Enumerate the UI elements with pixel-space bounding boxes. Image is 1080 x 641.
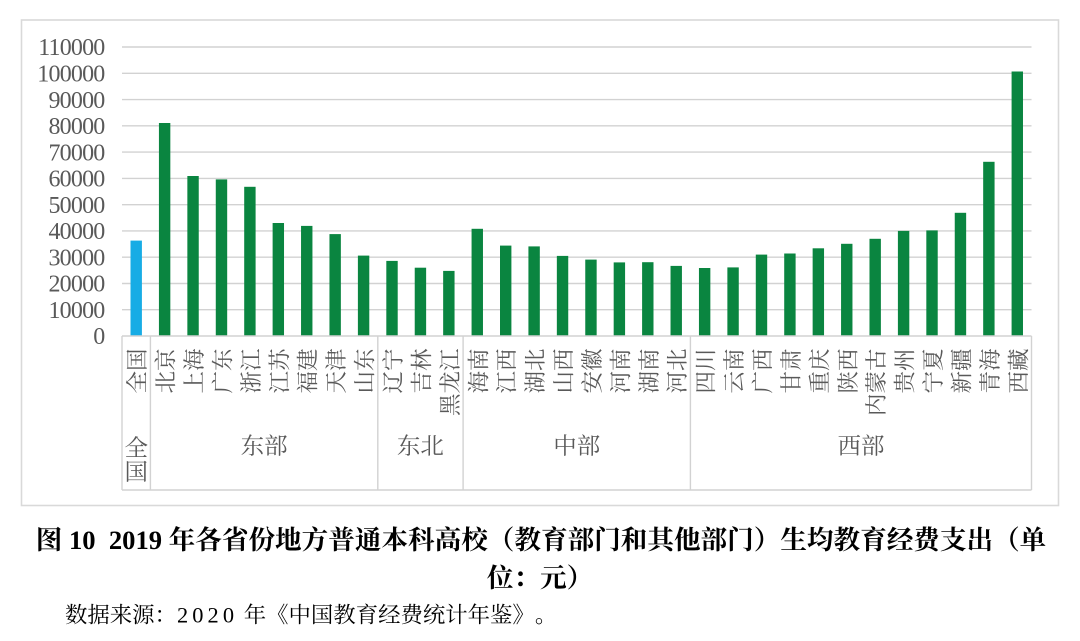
svg-text:吉林: 吉林 — [409, 348, 434, 394]
svg-text:河北: 河北 — [665, 349, 690, 394]
svg-text:广东: 广东 — [211, 349, 236, 394]
svg-text:甘肃: 甘肃 — [779, 349, 804, 394]
svg-text:数据来源：2020 年《中国教育经费统计年鉴》。: 数据来源：2020 年《中国教育经费统计年鉴》。 — [65, 603, 557, 628]
svg-text:50000: 50000 — [48, 193, 105, 219]
svg-text:中部: 中部 — [553, 434, 600, 460]
svg-text:广西: 广西 — [751, 349, 776, 394]
svg-text:宁夏: 宁夏 — [921, 349, 946, 394]
svg-text:新疆: 新疆 — [949, 349, 974, 394]
svg-text:国: 国 — [124, 460, 148, 486]
svg-text:四川: 四川 — [694, 349, 719, 394]
svg-text:全国: 全国 — [125, 349, 150, 394]
svg-text:重庆: 重庆 — [807, 349, 832, 394]
svg-text:河南: 河南 — [608, 349, 633, 394]
svg-text:东部: 东部 — [241, 434, 288, 460]
svg-text:湖南: 湖南 — [637, 349, 662, 394]
svg-text:40000: 40000 — [48, 219, 105, 245]
svg-text:0: 0 — [93, 324, 105, 350]
svg-text:江西: 江西 — [495, 349, 520, 394]
svg-text:位：元）: 位：元） — [487, 563, 593, 593]
svg-text:90000: 90000 — [48, 88, 105, 114]
svg-text:云南: 云南 — [722, 349, 747, 394]
svg-text:内蒙古: 内蒙古 — [864, 349, 889, 417]
svg-text:100000: 100000 — [37, 62, 105, 88]
svg-text:陕西: 陕西 — [836, 349, 861, 394]
svg-text:全: 全 — [124, 436, 148, 462]
svg-text:70000: 70000 — [48, 140, 105, 166]
svg-text:图 10 2019 年各省份地方普通本科高校（教育部门和其: 图 10 2019 年各省份地方普通本科高校（教育部门和其他部门）生均教育经费支… — [36, 525, 1047, 555]
svg-text:20000: 20000 — [48, 272, 105, 298]
svg-text:辽宁: 辽宁 — [381, 349, 406, 394]
svg-text:青海: 青海 — [978, 348, 1003, 394]
svg-text:北京: 北京 — [154, 349, 179, 394]
svg-text:黑龙江: 黑龙江 — [438, 348, 463, 416]
svg-text:山西: 山西 — [552, 349, 577, 394]
svg-text:湖北: 湖北 — [523, 349, 548, 394]
svg-text:上海: 上海 — [182, 348, 207, 394]
svg-text:西藏: 西藏 — [1006, 349, 1031, 394]
svg-text:海南: 海南 — [466, 349, 491, 394]
svg-text:30000: 30000 — [48, 245, 105, 271]
svg-text:80000: 80000 — [48, 114, 105, 140]
svg-text:山东: 山东 — [353, 349, 378, 394]
svg-text:10000: 10000 — [48, 298, 105, 324]
svg-text:安徽: 安徽 — [580, 349, 605, 394]
svg-text:贵州: 贵州 — [893, 349, 918, 394]
svg-text:东北: 东北 — [397, 434, 444, 460]
svg-text:西部: 西部 — [838, 434, 885, 460]
svg-text:福建: 福建 — [296, 349, 321, 394]
svg-text:浙江: 浙江 — [239, 348, 264, 394]
svg-text:60000: 60000 — [48, 167, 105, 193]
svg-text:江苏: 江苏 — [267, 349, 292, 394]
svg-text:天津: 天津 — [324, 348, 349, 394]
svg-text:110000: 110000 — [38, 35, 105, 61]
